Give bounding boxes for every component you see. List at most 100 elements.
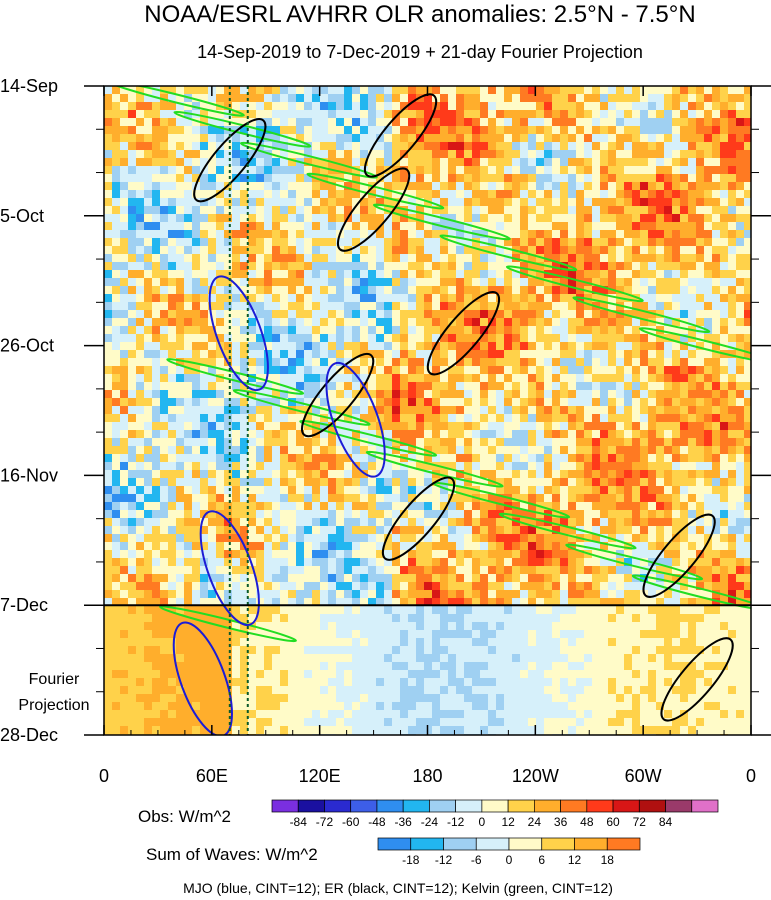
- field-cell: [664, 454, 673, 463]
- field-cell: [392, 374, 401, 383]
- field-cell: [288, 510, 297, 519]
- field-cell: [208, 222, 217, 231]
- field-cell: [592, 150, 601, 159]
- field-cell: [704, 238, 713, 247]
- field-cell: [656, 526, 665, 535]
- field-cell: [496, 526, 505, 535]
- field-cell: [560, 246, 569, 255]
- field-cell: [496, 182, 505, 191]
- field-cell: [264, 550, 273, 559]
- field-cell: [712, 342, 721, 351]
- field-cell: [160, 510, 169, 519]
- field-cell: [552, 294, 561, 303]
- field-cell: [248, 190, 257, 199]
- field-cell: [272, 470, 281, 479]
- field-cell: [688, 246, 697, 255]
- field-cell: [720, 110, 729, 119]
- field-cell: [384, 470, 393, 479]
- field-cell: [520, 310, 529, 319]
- field-cell: [520, 486, 529, 495]
- field-cell: [304, 382, 313, 391]
- field-cell: [552, 134, 561, 143]
- field-cell: [144, 414, 153, 423]
- field-cell: [272, 246, 281, 255]
- field-cell: [184, 134, 193, 143]
- field-cell: [200, 406, 209, 415]
- field-cell: [376, 358, 385, 367]
- field-cell: [432, 182, 441, 191]
- field-cell: [728, 478, 737, 487]
- field-cell: [288, 334, 297, 343]
- field-cell: [432, 566, 441, 575]
- field-cell: [120, 462, 129, 471]
- field-cell: [120, 334, 129, 343]
- field-cell: [736, 566, 745, 575]
- field-cell: [376, 542, 385, 551]
- field-cell: [528, 110, 537, 119]
- field-cell: [504, 462, 513, 471]
- field-cell: [640, 430, 649, 439]
- field-cell: [680, 118, 689, 127]
- field-cell: [728, 382, 737, 391]
- field-cell: [416, 142, 425, 151]
- field-cell: [336, 382, 345, 391]
- field-cell: [304, 550, 313, 559]
- field-cell: [224, 550, 233, 559]
- field-cell: [112, 542, 121, 551]
- field-cell: [296, 302, 305, 311]
- field-cell: [240, 470, 249, 479]
- field-cell: [480, 158, 489, 167]
- field-cell: [328, 430, 337, 439]
- field-cell: [464, 318, 473, 327]
- field-cell: [680, 486, 689, 495]
- field-cell: [304, 374, 313, 383]
- field-cell: [160, 310, 169, 319]
- field-cell: [352, 382, 361, 391]
- field-cell: [496, 462, 505, 471]
- field-cell: [208, 126, 217, 135]
- field-cell: [272, 134, 281, 143]
- field-cell: [640, 422, 649, 431]
- field-cell: [240, 134, 249, 143]
- field-cell: [600, 382, 609, 391]
- field-cell: [400, 86, 409, 95]
- field-cell: [216, 134, 225, 143]
- field-cell: [704, 174, 713, 183]
- field-cell: [280, 142, 289, 151]
- field-cell: [736, 558, 745, 567]
- field-cell: [176, 142, 185, 151]
- field-cell: [128, 406, 137, 415]
- field-cell: [232, 374, 241, 383]
- field-cell: [376, 206, 385, 215]
- field-cell: [688, 94, 697, 103]
- field-cell: [536, 358, 545, 367]
- field-cell: [360, 110, 369, 119]
- field-cell: [664, 430, 673, 439]
- field-cell: [216, 214, 225, 223]
- field-cell: [648, 158, 657, 167]
- field-cell: [464, 550, 473, 559]
- field-cell: [160, 326, 169, 335]
- field-cell: [176, 430, 185, 439]
- field-cell: [128, 526, 137, 535]
- field-cell: [704, 126, 713, 135]
- field-cell: [608, 382, 617, 391]
- field-cell: [600, 454, 609, 463]
- field-cell: [696, 278, 705, 287]
- field-cell: [720, 174, 729, 183]
- field-cell: [272, 550, 281, 559]
- field-cell: [208, 542, 217, 551]
- field-cell: [736, 198, 745, 207]
- field-cell: [352, 190, 361, 199]
- field-cell: [392, 574, 401, 583]
- field-cell: [632, 414, 641, 423]
- field-cell: [256, 526, 265, 535]
- field-cell: [360, 414, 369, 423]
- field-cell: [528, 470, 537, 479]
- field-cell: [608, 262, 617, 271]
- field-cell: [144, 86, 153, 95]
- field-cell: [584, 190, 593, 199]
- field-cell: [168, 382, 177, 391]
- field-cell: [408, 254, 417, 263]
- field-cell: [488, 318, 497, 327]
